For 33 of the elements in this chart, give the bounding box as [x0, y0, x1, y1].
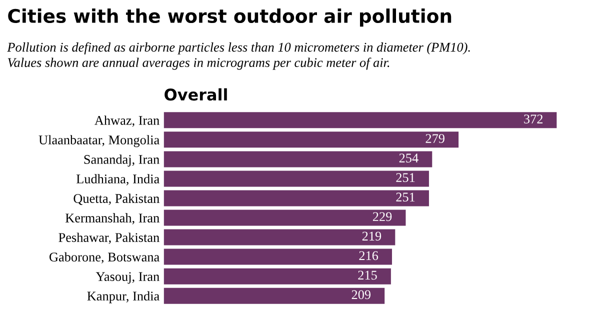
data-label: 216: [359, 251, 378, 260]
y-tick-label: Gaborone, Botswana: [50, 252, 160, 264]
bar: [164, 268, 391, 284]
chart-subtitle: Pollution is defined as airborne particles less than 10 micrometers in diameter (PM10). Values shown are annual averages in micrograms per cubic meter of air.: [7, 42, 470, 70]
y-tick-label: Peshawar, Pakistan: [58, 232, 160, 244]
bar: [164, 248, 392, 265]
bar: [164, 170, 429, 187]
data-label: 215: [358, 270, 377, 280]
text: Overall: [164, 88, 227, 101]
data-label: 372: [524, 114, 543, 124]
y-tick-label: Quetta, Pakistan: [74, 194, 160, 205]
bar: [164, 229, 396, 246]
data-label: 251: [396, 173, 415, 182]
bar: [164, 132, 459, 148]
bar: [164, 190, 429, 206]
data-label: 209: [352, 290, 371, 300]
data-label: 279: [426, 134, 444, 143]
data-label: 229: [372, 212, 392, 222]
data-label: 251: [396, 192, 415, 202]
bar: [164, 210, 406, 226]
y-tick-label: Ludhiana, India: [76, 174, 160, 186]
bar: [164, 288, 385, 304]
y-tick-label: Sanandaj, Iran: [84, 154, 160, 167]
y-tick-label: Kermanshah, Iran: [65, 213, 160, 224]
bar: [164, 151, 432, 168]
data-label: 219: [362, 232, 382, 241]
y-tick-label: Ulaanbaatar, Mongolia: [38, 135, 160, 148]
y-tick-label: Ahwaz, Iran: [94, 116, 160, 127]
y-tick-label: Kanpur, India: [87, 291, 160, 304]
data-label: 254: [399, 154, 418, 163]
chart-title: Cities with the worst outdoor air pollution: [8, 8, 452, 27]
bar: [164, 112, 557, 128]
y-tick-label: Yasouj, Iran: [96, 272, 160, 284]
